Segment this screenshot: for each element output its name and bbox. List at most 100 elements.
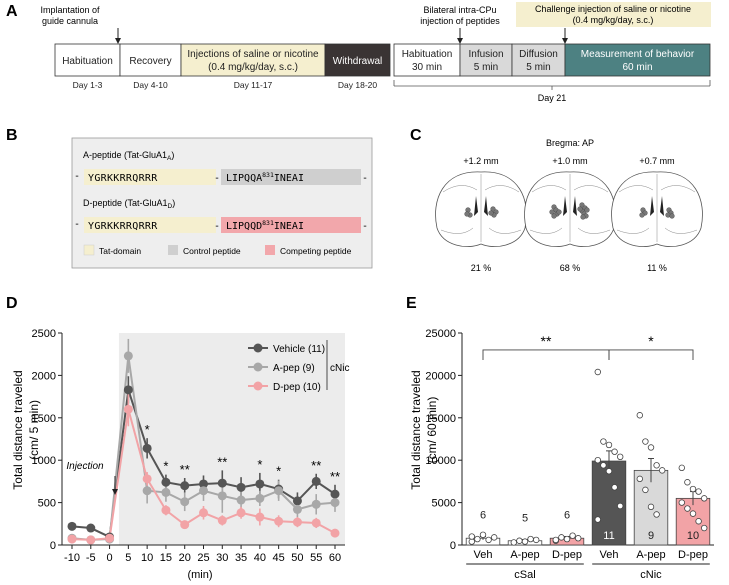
d-xtick-label: 5 <box>125 552 131 564</box>
d-xtick-label: 45 <box>273 552 285 564</box>
timeline-box-sublabel-4: 30 min <box>412 62 442 73</box>
d-point <box>217 478 227 488</box>
e-datapoint <box>605 468 613 475</box>
e-ytick-label: 0 <box>450 540 456 552</box>
e-datapoint <box>516 537 523 544</box>
bilateral-label-1: Bilateral intra-CPu <box>423 5 496 15</box>
d-point <box>217 515 227 525</box>
d-pep-seq: LIPQQD831INEAI <box>226 219 304 232</box>
d-ytick-label: 500 <box>38 498 56 510</box>
e-datapoint <box>575 535 582 542</box>
e-datapoint <box>510 539 517 546</box>
e-datapoint <box>684 505 691 512</box>
timeline-box-5 <box>459 43 513 77</box>
d-xtick-label: 30 <box>216 552 228 564</box>
d-tat-domain <box>84 217 216 233</box>
d-point <box>199 479 208 489</box>
d-point <box>161 487 171 497</box>
d-point <box>330 489 340 499</box>
e-datapoint <box>552 536 559 544</box>
e-axes: 0 5000 10000 15000 20000 25000 Veh A-pep D-pep Ve… <box>425 328 714 581</box>
e-datapoint <box>527 535 534 543</box>
e-datapoint <box>605 441 613 449</box>
e-bars: 6 5 6 11 9 10 <box>465 368 711 546</box>
bilateral-arrowhead <box>457 38 463 44</box>
timeline-box-label-2: Injections of saline or nicotine <box>187 49 319 60</box>
timeline-box-label-7: Measurement of behavior <box>581 49 695 60</box>
challenge-label-bg <box>516 2 711 27</box>
e-datapoint <box>600 462 607 469</box>
d-xtick-label: 0 <box>107 552 113 564</box>
panel-b-peptides: A-peptide (Tat-GluA1A) - YGRKKRRQRRR - L… <box>71 137 373 269</box>
d-legend-marker-2 <box>253 381 263 391</box>
ventricle-1 <box>563 196 577 216</box>
legend-swatch-control <box>168 245 178 255</box>
a-tat-seq: YGRKKRRQRRR <box>88 173 158 184</box>
d-significance-mark: ** <box>217 454 227 469</box>
e-category-label-4: A-pep <box>636 549 665 561</box>
section-percent-0: 21 % <box>471 263 492 273</box>
e-ytick-label: 5000 <box>432 498 456 510</box>
d-point <box>86 523 96 533</box>
d-point <box>180 481 190 491</box>
d-point <box>199 508 208 518</box>
d-significance-mark: ** <box>180 462 190 477</box>
e-datapoint <box>653 511 660 518</box>
timeline-box-sublabel-7: 60 min <box>622 62 652 73</box>
e-datapoint <box>642 486 649 494</box>
section-label-1: +1.0 mm <box>552 156 587 166</box>
timeline-box-6 <box>511 43 566 77</box>
a-dash-left: - <box>74 171 80 182</box>
e-ylabel-units: (cm/ 60 min) <box>425 397 439 464</box>
e-datapoint <box>647 444 655 451</box>
e-n-label-2: 6 <box>564 510 570 522</box>
implant-arrowhead <box>115 38 121 44</box>
d-legend-marker-1 <box>253 362 263 372</box>
d-point <box>67 534 77 544</box>
day21-label: Day 21 <box>538 93 567 103</box>
injection-site-dot <box>639 212 645 218</box>
d-point <box>67 521 77 531</box>
d-xtick-label: 60 <box>329 552 341 564</box>
d-legend-marker-0 <box>253 343 263 353</box>
ventricle-0 <box>474 196 488 216</box>
e-category-label-2: D-pep <box>552 549 582 561</box>
d-point <box>236 508 246 518</box>
e-n-label-5: 10 <box>687 530 699 542</box>
e-datapoint <box>485 536 492 544</box>
e-datapoint <box>678 464 685 472</box>
d-ytick-label: 2500 <box>32 328 56 340</box>
d-point <box>292 517 302 527</box>
timeline-box-label-1: Recovery <box>129 56 171 67</box>
d-xtick-label: -5 <box>86 552 96 564</box>
e-category-label-1: A-pep <box>510 549 539 561</box>
d-dash-mid: - <box>214 221 220 232</box>
a-dash-mid: - <box>214 173 220 184</box>
timeline-box-label-5: Infusion <box>468 49 503 60</box>
e-category-label-3: Veh <box>600 549 619 561</box>
d-xtick-label: 20 <box>179 552 191 564</box>
d-point <box>142 474 152 484</box>
ventral-line-0 <box>440 227 522 234</box>
panel-label-b: B <box>6 127 18 144</box>
e-datapoint <box>594 368 601 376</box>
panel-c-histology: Bregma: AP +1.2 mm 21 % +1.0 mm 68 % +0.7 mm… <box>435 138 703 273</box>
section-label-0: +1.2 mm <box>463 156 498 166</box>
d-point <box>236 482 246 492</box>
d-point <box>311 499 321 509</box>
brain-sections: +1.2 mm 21 % +1.0 mm 68 % +0.7 mm 11 % <box>435 156 703 273</box>
d-point <box>86 535 96 545</box>
e-datapoint <box>695 488 702 495</box>
e-group-label-1: cNic <box>640 569 662 581</box>
d-point <box>274 516 284 526</box>
d-xtick-label: 55 <box>310 552 322 564</box>
timeline-box-0 <box>54 43 121 77</box>
e-datapoint <box>636 475 643 483</box>
injection-site-dot <box>488 210 494 216</box>
d-significance-mark: * <box>163 459 168 474</box>
d-legend-label-1: A-pep (9) <box>273 363 315 374</box>
e-datapoint <box>678 499 685 506</box>
e-datapoint <box>695 518 702 525</box>
timeline-box-label-0: Habituation <box>62 56 113 67</box>
d-significance-mark: * <box>257 457 262 472</box>
